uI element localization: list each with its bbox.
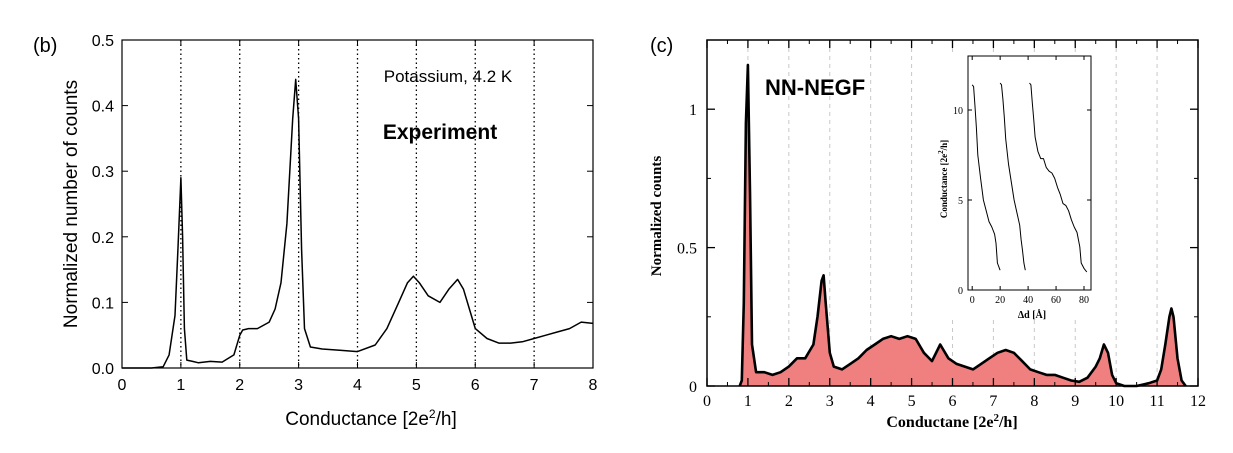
panel-c-x-tick-label: 9 [1071, 393, 1079, 410]
panel-c-y-tick-label: 0.5 [677, 241, 697, 258]
inset-series-line [1029, 82, 1088, 273]
inset-y-axis-label-text: Conductance [2e [939, 154, 949, 218]
panel-c-x-tick-label: 8 [1030, 393, 1038, 410]
inset-series-line [999, 82, 1026, 271]
inset-x-tick-label: 0 [970, 295, 975, 306]
panel-b-x-tick-label: 8 [589, 377, 598, 394]
inset-y-axis-label-end: /h] [939, 140, 949, 152]
panel-b-x-tick-label: 3 [294, 377, 303, 394]
inset-y-tick-label: 5 [958, 196, 963, 207]
panel-c-inset: 0 20 40 60 80 0 5 10 Δd [Å] Conductance [2e2/h] [937, 52, 1099, 321]
panel-c-y-tick-label: 1 [689, 102, 697, 119]
panel-b-series-line [122, 78, 594, 369]
inset-plot-frame [967, 55, 1092, 291]
panel-b-x-tick-label: 0 [118, 377, 127, 394]
panel-b-heading: Experiment [383, 121, 497, 144]
panel-b-ticks: 0 1 2 3 4 5 6 7 8 0.0 0.1 0.2 0.3 0.4 0.5 [92, 33, 598, 394]
panel-c-x-tick-label: 3 [826, 393, 834, 410]
panel-c-x-tick-label: 6 [949, 393, 957, 410]
panel-c-y-axis-label: Normalized counts [649, 156, 665, 277]
inset-series-line [971, 84, 1001, 271]
panel-b-x-tick-label: 7 [530, 377, 539, 394]
inset-y-tick-label: 10 [953, 106, 963, 117]
panel-c-label: (c) [650, 35, 673, 57]
panel-b-y-tick-label: 0.5 [92, 33, 114, 50]
panel-b-x-tick-label: 1 [176, 377, 185, 394]
panel-c-heading: NN-NEGF [765, 75, 865, 100]
panel-c-x-tick-label: 2 [785, 393, 793, 410]
inset-x-tick-label: 20 [995, 295, 1005, 306]
panel-b-label: (b) [33, 35, 57, 57]
panel-b-y-tick-label: 0.0 [92, 361, 114, 378]
panel-b-x-tick-label: 4 [353, 377, 362, 394]
panel-b-x-tick-label: 2 [235, 377, 244, 394]
panel-b-y-tick-label: 0.1 [92, 295, 114, 312]
panel-b-x-tick-label: 6 [471, 377, 480, 394]
panel-c-x-axis-label-end: /h] [998, 414, 1018, 431]
panel-b-x-axis-label-end: /h] [436, 409, 457, 430]
panel-c-series-line [738, 63, 1187, 388]
panel-b-y-tick-label: 0.4 [92, 99, 114, 116]
panel-c-x-tick-label: 1 [744, 393, 752, 410]
inset-series-lines [971, 82, 1088, 273]
panel-c-x-tick-label: 7 [989, 393, 997, 410]
panel-b-x-axis-label: Conductance [2e2/h] [285, 407, 456, 430]
panel-b-y-axis-label: Normalized number of counts [61, 80, 82, 328]
panel-b-plot-frame [121, 39, 594, 369]
inset-background [938, 52, 1099, 320]
panel-b: (b) 0 1 2 3 4 5 6 7 8 0.0 0.1 0.2 0.3 0.4 0.5 Potassiu… [33, 33, 598, 430]
inset-y-tick-label: 0 [958, 286, 963, 297]
panel-c-x-axis-label-sup: 2 [993, 412, 999, 424]
inset-y-axis-label-sup: 2 [937, 150, 945, 154]
inset-y-axis-label: Conductance [2e2/h] [937, 140, 949, 218]
panel-c-x-tick-label: 4 [867, 393, 875, 410]
inset-x-tick-label: 40 [1023, 295, 1033, 306]
panel-c-x-axis-label-text: Conductane [2e [886, 414, 993, 431]
inset-x-tick-label: 80 [1079, 295, 1089, 306]
panel-c-x-tick-label: 11 [1149, 393, 1164, 410]
panel-c-x-tick-label: 10 [1108, 393, 1124, 410]
panel-b-annotation: Potassium, 4.2 K [384, 67, 513, 86]
panel-c-y-tick-label: 0 [689, 379, 697, 396]
panel-c-x-tick-label: 12 [1190, 393, 1206, 410]
inset-x-tick-label: 60 [1051, 295, 1061, 306]
panel-b-x-axis-label-text: Conductance [2e [285, 409, 429, 430]
panel-c-x-axis-label: Conductane [2e2/h] [886, 412, 1017, 431]
panel-c-x-tick-label: 0 [703, 393, 711, 410]
panel-b-y-tick-label: 0.2 [92, 230, 114, 247]
panel-b-x-tick-label: 5 [412, 377, 421, 394]
panel-b-grid [180, 40, 535, 368]
panel-b-y-tick-label: 0.3 [92, 164, 114, 181]
inset-ticks: 0 20 40 60 80 0 5 10 [953, 56, 1091, 306]
panel-b-x-axis-label-sup: 2 [429, 407, 436, 421]
inset-x-axis-label: Δd [Å] [1018, 309, 1046, 321]
panel-c-x-tick-label: 5 [908, 393, 916, 410]
